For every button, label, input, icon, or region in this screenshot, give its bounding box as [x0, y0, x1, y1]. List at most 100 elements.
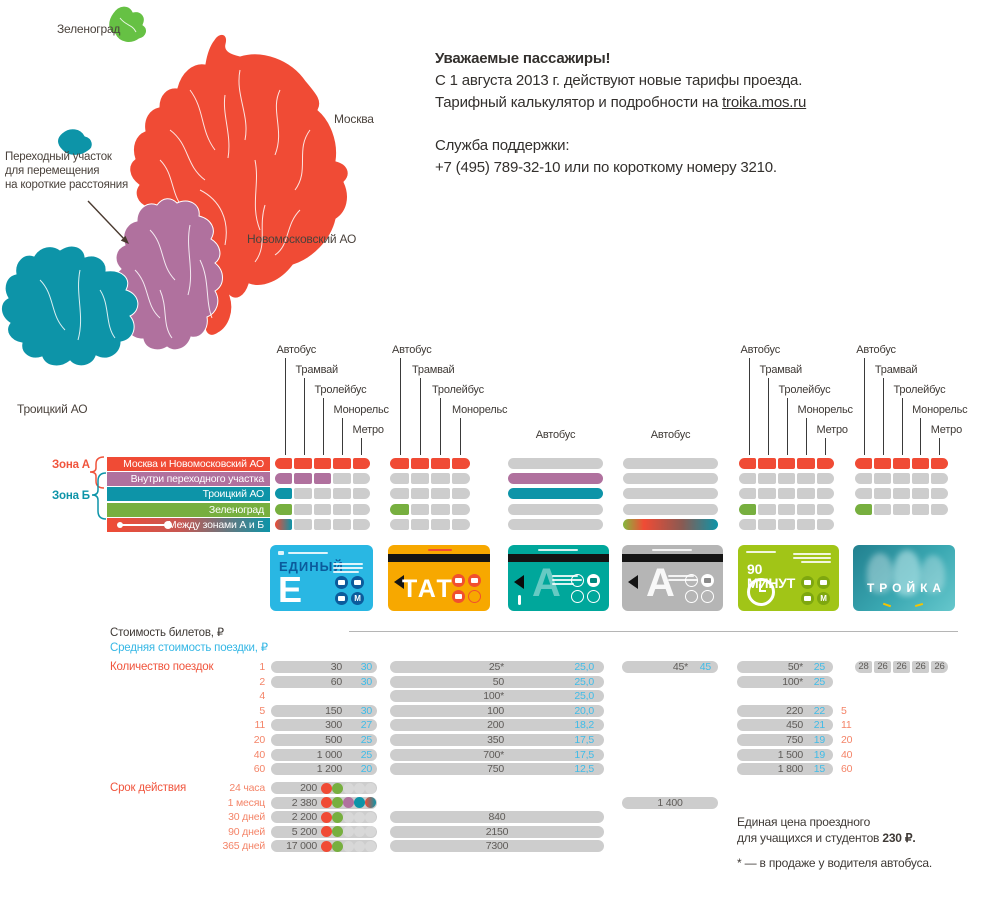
- avg-value: 19: [813, 748, 825, 761]
- transport-connector-line: [460, 418, 461, 455]
- coverage-segment: [874, 473, 891, 485]
- trip-count-right: 5: [841, 704, 847, 717]
- coverage-segment: [874, 458, 891, 469]
- price-value: 220: [786, 704, 803, 717]
- trip-count-right: 20: [841, 734, 853, 746]
- bus-icon: [335, 576, 348, 589]
- price-pill: 17 000: [271, 840, 377, 852]
- coverage-segment: [410, 518, 429, 530]
- 90min-line1: 90: [747, 561, 763, 577]
- empty-icon: [571, 574, 584, 587]
- coverage-segment: [313, 473, 332, 485]
- avg-value: 25: [813, 675, 825, 688]
- transport-label: Монорельс: [452, 404, 508, 416]
- coverage-segment: [431, 458, 450, 469]
- coverage-segment: [275, 503, 293, 515]
- coverage-segment: [333, 503, 351, 515]
- bus-icon: [587, 574, 600, 587]
- zone-dot: [343, 782, 354, 794]
- transport-connector-line: [767, 378, 769, 455]
- avg-value: 25,0: [574, 661, 594, 673]
- transport-label: Монорельс: [333, 404, 390, 416]
- price-value: 500: [325, 734, 342, 746]
- coverage-segment: [508, 488, 603, 500]
- price-pill: 7300: [390, 840, 604, 852]
- coverage-bar: [508, 518, 603, 530]
- coverage-bar: [390, 503, 470, 515]
- price-value: 350: [487, 734, 504, 746]
- horse-image: [893, 550, 921, 596]
- zone-dot: [354, 811, 365, 823]
- transport-connector-line: [400, 358, 401, 455]
- avg-value: 17,5: [574, 734, 594, 746]
- troika-fare-segment: 26: [893, 661, 910, 673]
- price-value: 2 200: [291, 811, 317, 823]
- avg-value: 19: [813, 734, 825, 746]
- map-annotation: Переходный участок для перемещения на ко…: [5, 151, 129, 191]
- notice-title: Уважаемые пассажиры!: [435, 50, 611, 67]
- coverage-segment: [816, 473, 835, 485]
- validity-period: 1 месяц: [227, 796, 266, 809]
- price-pill: 30 30: [271, 661, 377, 673]
- price-value: 2 380: [291, 796, 317, 809]
- price-value: 30: [330, 661, 342, 673]
- coverage-segment: [739, 458, 757, 469]
- price-value: 1 500: [777, 748, 803, 761]
- coverage-segment: [758, 488, 776, 500]
- coverage-segment: [816, 503, 835, 515]
- troika-fare-segment: 26: [931, 661, 948, 673]
- avg-value: 30: [360, 661, 372, 673]
- passenger-notice: Уважаемые пассажиры! С 1 августа 2013 г.…: [435, 48, 995, 179]
- transport-connector-line: [341, 418, 343, 455]
- transport-label: Монорельс: [797, 404, 854, 416]
- clock-icon: [747, 578, 775, 606]
- zone-row-between: Между зонами А и Б: [107, 518, 270, 532]
- student-price: 230 ₽.: [882, 831, 916, 845]
- troika-link[interactable]: troika.mos.ru: [722, 94, 807, 111]
- transport-label: Тролейбус: [314, 384, 367, 396]
- trip-count: 5: [259, 704, 265, 717]
- ticket-card-90min: 90 МИНУТ М: [738, 545, 839, 611]
- empty-icon: [468, 590, 481, 603]
- avg-header: Средняя стоимость поездки, ₽: [110, 642, 268, 654]
- coverage-segment: [797, 473, 815, 485]
- transport-label: Трамвай: [874, 364, 918, 376]
- transport-connector-line: [360, 438, 362, 455]
- coverage-segment: [451, 518, 470, 530]
- bus-icons: [685, 574, 716, 603]
- coverage-segment: [390, 503, 409, 515]
- troika-fares-bar: 28 26 26 26 26: [855, 661, 948, 673]
- asterisk-footnote: * — в продаже у водителя автобуса.: [737, 856, 933, 870]
- notice-line1: С 1 августа 2013 г. действуют новые тари…: [435, 72, 803, 89]
- avg-value: 12,5: [574, 763, 594, 776]
- zone-dot: [365, 782, 376, 794]
- horse-image: [921, 555, 945, 593]
- trips-label: Количество поездок: [110, 661, 214, 673]
- coverage-segment: [816, 518, 835, 530]
- coverage-segment: [313, 458, 332, 469]
- zone-zelenograd-shape: [108, 5, 147, 43]
- coverage-segment: [758, 473, 776, 485]
- coverage-bar: [623, 503, 718, 515]
- coverage-segment: [508, 518, 603, 530]
- trip-count-right: 60: [841, 763, 853, 776]
- arrow-icon: [514, 575, 524, 589]
- coverage-bar: [508, 473, 603, 485]
- coverage-segment: [874, 488, 891, 500]
- coverage-bar: [275, 473, 371, 485]
- map-label-moscow: Москва: [334, 112, 374, 126]
- 90min-transport-icons: М: [801, 576, 832, 605]
- coverage-bar: [275, 518, 371, 530]
- ediny-letter: Е: [278, 569, 302, 610]
- avg-value: 18,2: [574, 719, 594, 732]
- coverage-segment: [333, 518, 351, 530]
- transport-connector-line: [786, 398, 788, 455]
- coverage-segment: [431, 518, 450, 530]
- price-pill: 1 800 15: [737, 763, 833, 776]
- zone-dot: [343, 811, 354, 823]
- coverage-segment: [294, 503, 312, 515]
- magnetic-stripe: [508, 554, 609, 562]
- transport-label: Трамвай: [295, 364, 339, 376]
- zone-row-transition: Внутри переходного участка: [107, 472, 270, 486]
- coverage-bar: [739, 458, 835, 469]
